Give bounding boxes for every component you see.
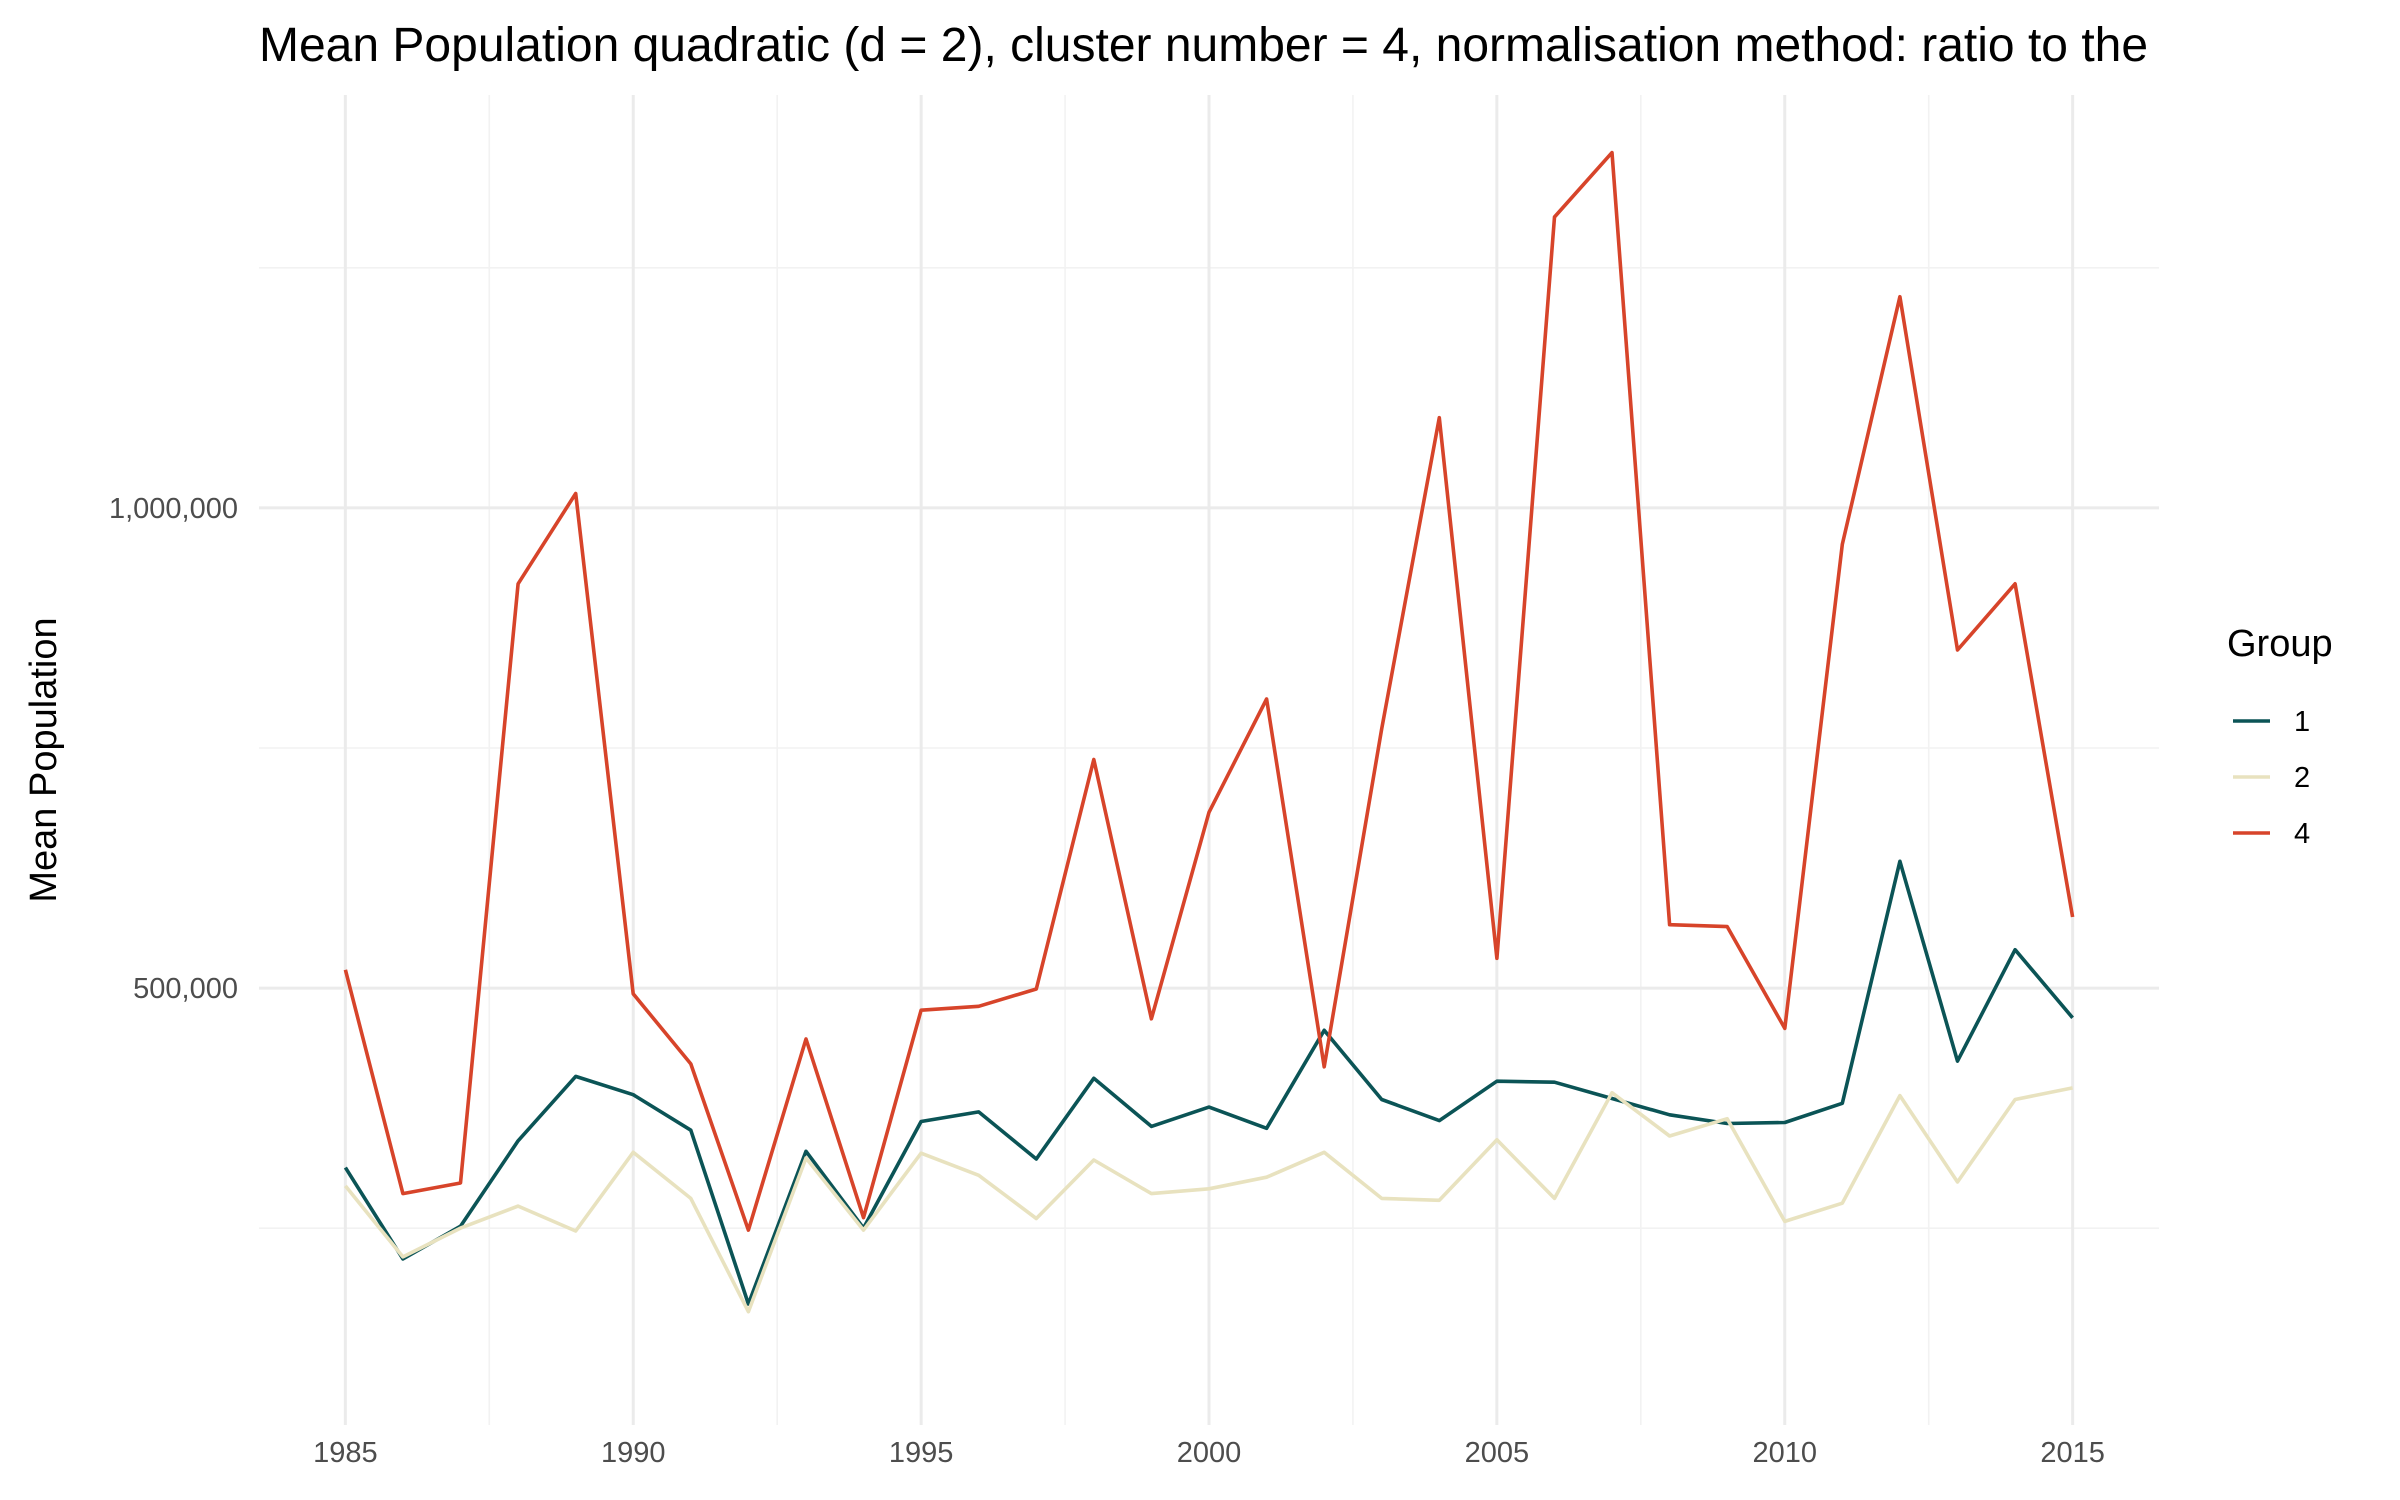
x-tick-label: 1995	[889, 1437, 954, 1469]
series-line-group-2	[344, 1086, 2073, 1314]
series-line-group-1	[343, 859, 2074, 1306]
x-tick-label: 1985	[313, 1437, 378, 1469]
legend-label-group-4: 4	[2294, 818, 2310, 850]
x-tick-labels: 1985 1990 1995 2000 2005 2010 2015	[313, 1437, 2105, 1469]
series-line-group-4	[343, 150, 2075, 1232]
series-layer	[343, 150, 2075, 1314]
y-tick-label: 500,000	[133, 973, 238, 1005]
x-tick-label: 2015	[2040, 1437, 2105, 1469]
legend-items: 1 2 4	[2233, 706, 2310, 850]
x-tick-label: 2010	[1752, 1437, 1817, 1469]
x-tick-label: 1990	[601, 1437, 666, 1469]
grid-layer	[259, 95, 2159, 1425]
legend-label-group-1: 1	[2294, 706, 2310, 738]
x-tick-label: 2000	[1177, 1437, 1242, 1469]
legend-title: Group	[2227, 623, 2333, 665]
chart-title: Mean Population quadratic (d = 2), clust…	[259, 19, 2148, 72]
x-tick-label: 2005	[1465, 1437, 1530, 1469]
y-axis-title: Mean Population	[23, 617, 65, 902]
y-tick-label: 1,000,000	[109, 493, 238, 525]
legend: Group 1 2 4	[2227, 623, 2333, 850]
y-tick-labels: 500,000 1,000,000	[109, 493, 238, 1005]
legend-label-group-2: 2	[2294, 762, 2310, 794]
